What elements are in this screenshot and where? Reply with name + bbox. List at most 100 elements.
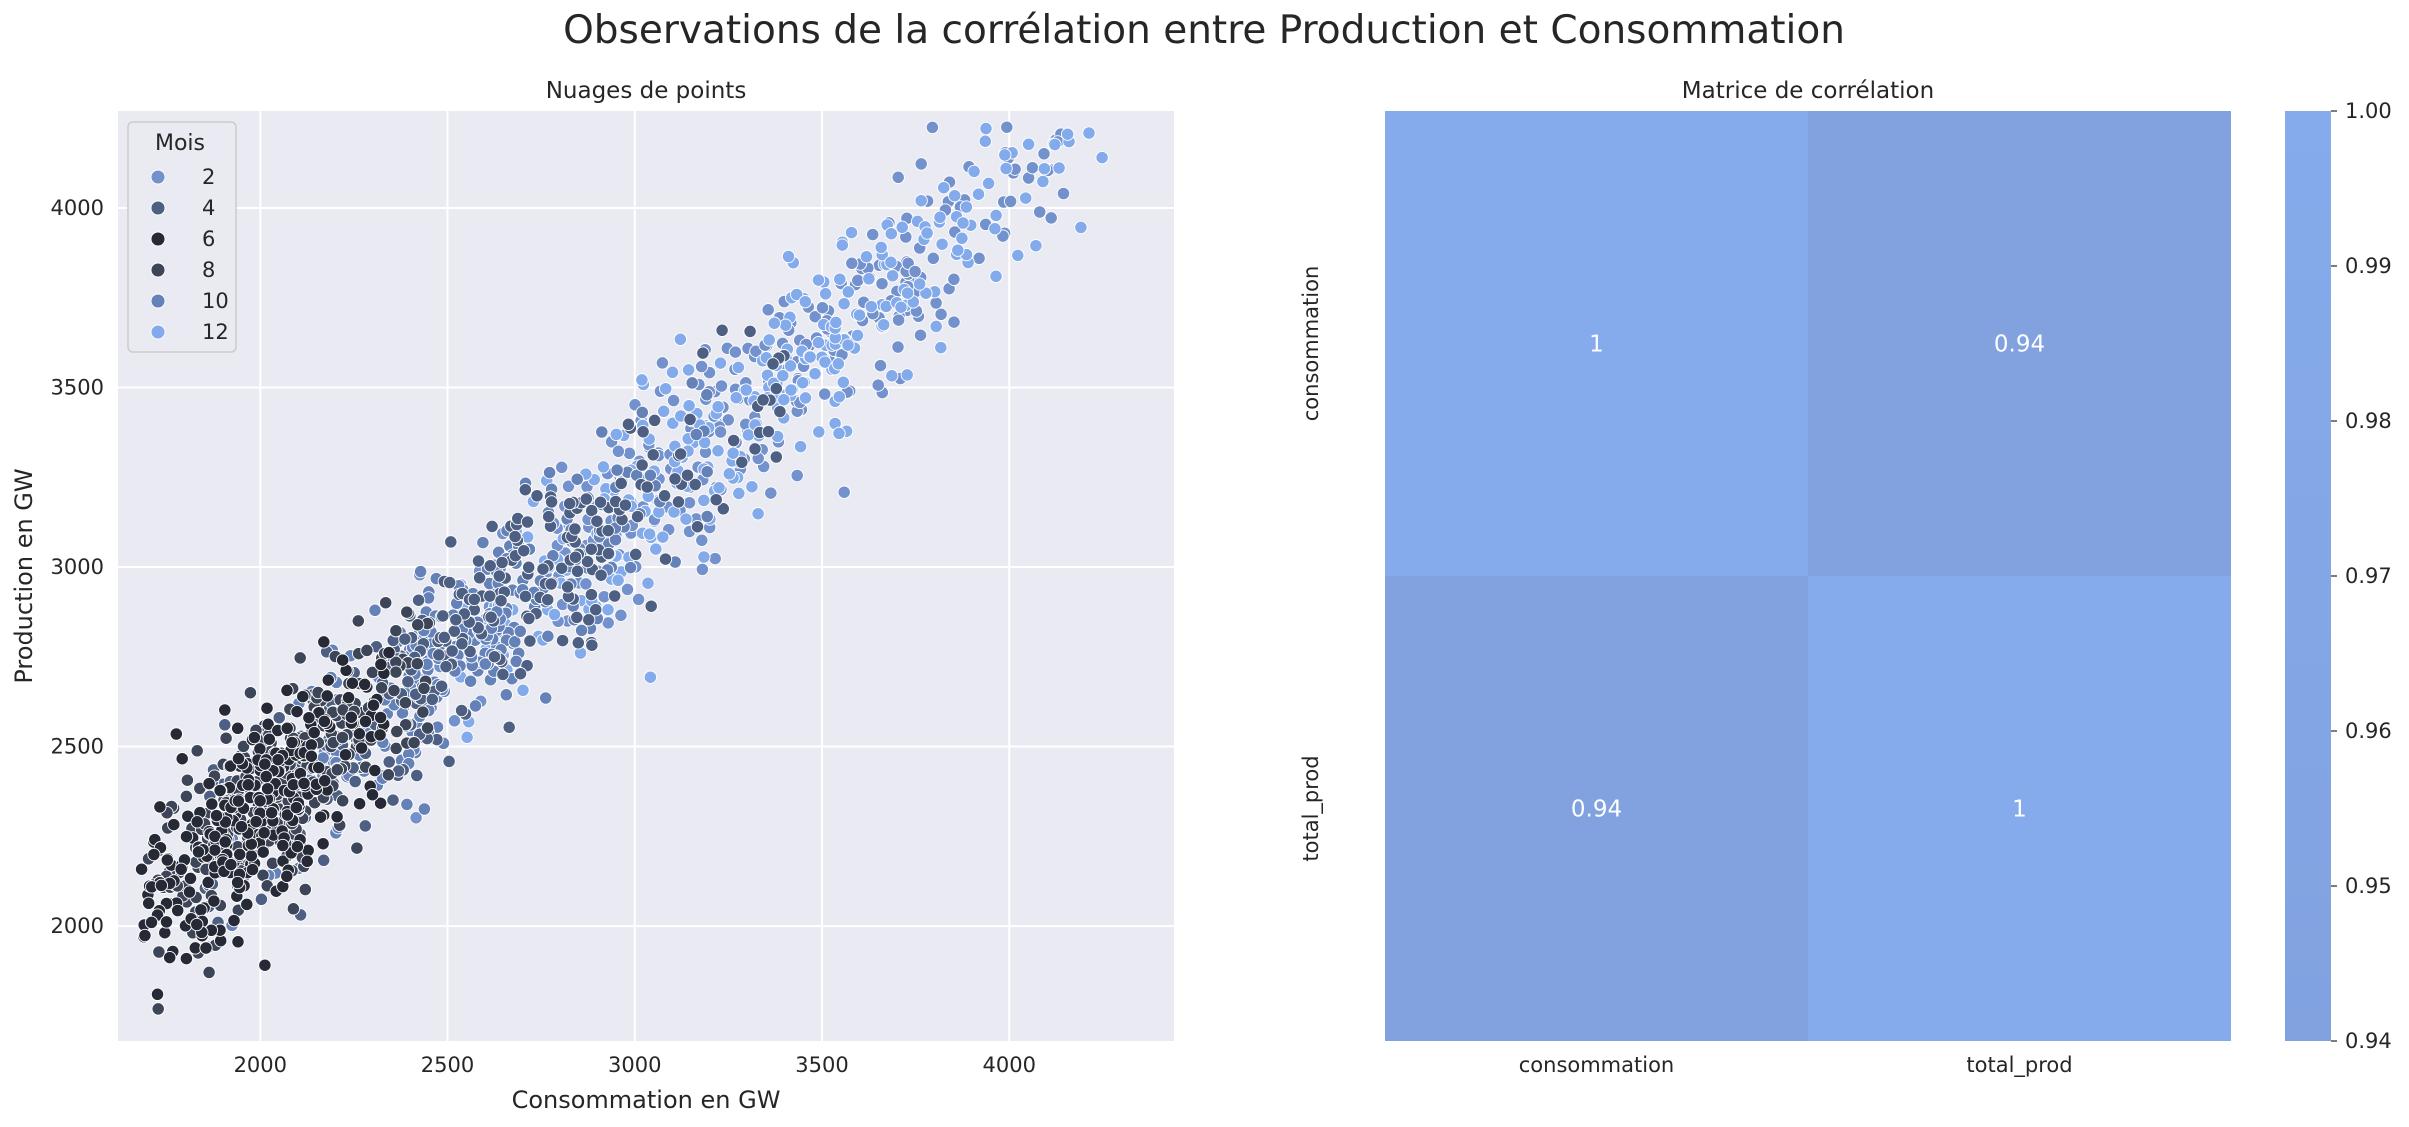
scatter-point xyxy=(407,736,421,750)
scatter-point xyxy=(445,644,459,658)
scatter-point xyxy=(142,896,156,910)
scatter-point xyxy=(711,444,725,458)
scatter-point xyxy=(1044,211,1058,225)
scatter-point xyxy=(227,913,241,928)
scatter-point xyxy=(201,875,215,890)
scatter-point xyxy=(1025,161,1040,175)
scatter-point xyxy=(647,413,662,428)
scatter-point xyxy=(673,447,688,461)
scatter-point xyxy=(336,794,350,808)
scatter-point xyxy=(218,835,232,849)
scatter-point xyxy=(695,562,710,577)
scatter-point xyxy=(261,717,275,731)
scatter-point xyxy=(389,741,403,756)
scatter-point xyxy=(366,698,381,712)
scatter-point xyxy=(150,987,165,1001)
scatter-point xyxy=(595,425,609,439)
scatter-point xyxy=(542,465,557,480)
scatter-point xyxy=(796,376,810,390)
scatter-point xyxy=(618,498,633,512)
scatter-point xyxy=(382,755,396,769)
scatter-point xyxy=(410,768,424,783)
scatter-point xyxy=(420,721,435,735)
scatter-point xyxy=(1082,126,1096,140)
scatter-point xyxy=(767,316,781,330)
scatter-point xyxy=(640,480,654,494)
scatter-plot-area xyxy=(118,111,1174,1041)
heatmap-title: Matrice de corrélation xyxy=(1682,78,1934,104)
scatter-point xyxy=(271,753,285,767)
scatter-point xyxy=(731,360,746,375)
scatter-point xyxy=(631,592,646,607)
scatter-point xyxy=(432,648,446,662)
scatter-points xyxy=(134,120,1109,1016)
scatter-point xyxy=(555,561,569,575)
scatter-point xyxy=(934,307,948,321)
colorbar-tick-label: 0.99 xyxy=(2345,254,2392,278)
scatter-point xyxy=(463,674,478,688)
scatter-point xyxy=(253,742,267,756)
scatter-point xyxy=(574,623,589,638)
scatter-point xyxy=(874,240,888,255)
scatter-point xyxy=(285,735,299,750)
scatter-point xyxy=(348,774,362,789)
scatter-y-axis-label: Production en GW xyxy=(10,468,38,683)
y-tick-label: 4000 xyxy=(51,196,104,220)
scatter-point xyxy=(302,711,316,725)
scatter-point xyxy=(688,477,702,492)
scatter-point xyxy=(231,721,245,735)
scatter-point xyxy=(417,802,432,816)
scatter-point xyxy=(601,523,615,538)
scatter-point xyxy=(658,552,673,566)
scatter-point xyxy=(345,676,360,690)
scatter-point xyxy=(972,251,986,265)
legend-marker xyxy=(150,169,166,185)
scatter-point xyxy=(570,610,584,625)
scatter-point xyxy=(194,903,208,917)
scatter-point xyxy=(614,608,628,622)
scatter-point xyxy=(350,841,364,855)
heatmap-y-tick-label: total_prod xyxy=(1299,755,1324,861)
scatter-point xyxy=(1074,220,1088,235)
scatter-point xyxy=(919,286,933,300)
scatter-point xyxy=(668,472,682,486)
scatter-point xyxy=(254,892,269,906)
scatter-point xyxy=(601,603,615,617)
scatter-point xyxy=(249,815,263,829)
scatter-point xyxy=(859,250,874,264)
scatter-point xyxy=(920,226,934,240)
scatter-point xyxy=(609,427,623,442)
scatter-point xyxy=(568,550,583,564)
scatter-point xyxy=(190,744,204,758)
scatter-point xyxy=(398,632,412,646)
scatter-point xyxy=(908,264,922,279)
scatter-point xyxy=(1060,127,1075,141)
scatter-point xyxy=(436,609,450,623)
scatter-point xyxy=(492,569,506,583)
scatter-point xyxy=(399,718,413,732)
colorbar-tick-label: 0.96 xyxy=(2345,719,2392,743)
scatter-point xyxy=(579,577,593,591)
scatter-point xyxy=(708,551,722,566)
scatter-point xyxy=(1056,186,1071,201)
scatter-point xyxy=(776,369,790,383)
scatter-point xyxy=(589,603,603,617)
scatter-point xyxy=(590,514,604,528)
scatter-point xyxy=(484,610,498,624)
scatter-point xyxy=(518,483,532,497)
scatter-point xyxy=(289,800,303,815)
scatter-point xyxy=(937,181,951,195)
scatter-point xyxy=(264,806,279,820)
scatter-point xyxy=(219,731,233,745)
heatmap-annotation: 0.94 xyxy=(1994,332,2045,358)
scatter-point xyxy=(620,582,635,597)
scatter-point xyxy=(933,210,947,224)
scatter-point xyxy=(290,704,304,719)
scatter-point xyxy=(773,404,787,419)
scatter-point xyxy=(513,667,528,681)
scatter-point xyxy=(836,375,850,389)
scatter-point xyxy=(989,208,1003,223)
scatter-point xyxy=(455,637,469,651)
scatter-point xyxy=(138,928,152,943)
scatter-point xyxy=(679,512,693,526)
